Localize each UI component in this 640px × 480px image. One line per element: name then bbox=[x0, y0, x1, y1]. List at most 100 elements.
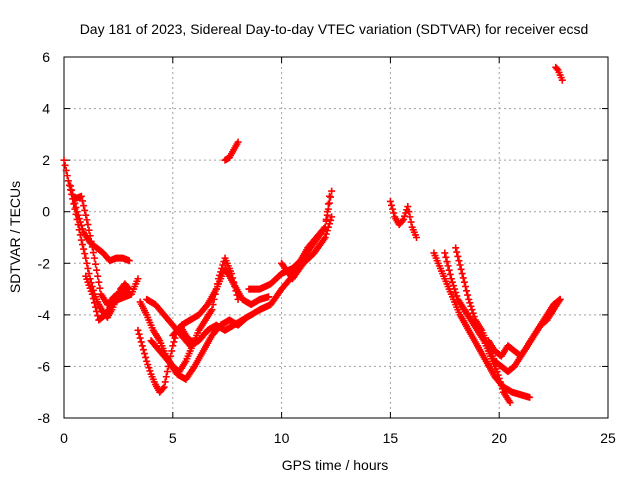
data-point-marker bbox=[405, 208, 413, 216]
data-point-marker bbox=[324, 223, 332, 231]
data-point-marker bbox=[407, 218, 415, 226]
data-point-marker bbox=[160, 383, 168, 391]
y-tick-label: -6 bbox=[38, 358, 51, 374]
data-point-marker bbox=[442, 253, 450, 261]
data-point-marker bbox=[67, 182, 75, 190]
data-point-marker bbox=[321, 234, 329, 241]
data-point-marker bbox=[390, 209, 398, 217]
data-point-marker bbox=[458, 270, 466, 278]
data-point-marker bbox=[447, 275, 455, 283]
y-tick-label: -2 bbox=[38, 255, 51, 271]
data-point-marker bbox=[78, 197, 86, 205]
data-point-marker bbox=[234, 138, 242, 146]
data-point-marker bbox=[325, 220, 333, 228]
data-point-marker bbox=[169, 342, 177, 350]
data-point-marker bbox=[92, 303, 100, 311]
y-tick-label: -4 bbox=[38, 307, 51, 323]
data-point-marker bbox=[170, 338, 178, 346]
data-point-marker bbox=[81, 250, 89, 258]
axis-ticks bbox=[63, 56, 609, 419]
data-point-marker bbox=[498, 385, 506, 393]
data-point-marker bbox=[465, 295, 473, 303]
x-tick-label: 25 bbox=[600, 430, 616, 446]
data-point-marker bbox=[142, 353, 150, 361]
data-point-marker bbox=[243, 313, 251, 321]
data-point-marker bbox=[454, 252, 462, 260]
data-point-marker bbox=[452, 244, 460, 252]
data-point-marker bbox=[82, 211, 90, 219]
data-point-marker bbox=[464, 291, 472, 299]
data-point-marker bbox=[453, 292, 461, 300]
data-point-marker bbox=[208, 306, 216, 314]
data-point-marker bbox=[493, 368, 501, 376]
data-point-marker bbox=[558, 76, 566, 84]
data-point-marker bbox=[323, 211, 331, 219]
data-point-marker bbox=[62, 166, 70, 174]
data-point-marker bbox=[327, 216, 335, 224]
data-point-marker bbox=[163, 368, 171, 376]
x-tick-label: 5 bbox=[169, 430, 177, 446]
data-point-marker bbox=[68, 186, 76, 194]
data-point-marker bbox=[404, 203, 412, 211]
data-point-marker bbox=[242, 314, 250, 322]
data-point-marker bbox=[445, 266, 453, 274]
y-tick-label: 0 bbox=[42, 204, 50, 220]
data-point-marker bbox=[526, 393, 534, 401]
data-point-marker bbox=[77, 192, 85, 200]
data-point-marker bbox=[125, 257, 133, 265]
data-point-marker bbox=[95, 278, 103, 286]
data-point-marker bbox=[61, 161, 69, 169]
data-point-marker bbox=[136, 334, 144, 342]
x-tick-label: 20 bbox=[491, 430, 507, 446]
data-point-marker bbox=[325, 199, 333, 207]
data-point-marker bbox=[96, 284, 104, 292]
data-point-marker bbox=[456, 261, 464, 269]
data-point-marker bbox=[460, 278, 468, 286]
data-point-marker bbox=[78, 225, 86, 233]
data-point-marker bbox=[83, 216, 91, 224]
data-point-marker bbox=[85, 226, 93, 234]
x-tick-label: 10 bbox=[274, 430, 290, 446]
data-point-marker bbox=[80, 202, 88, 210]
y-axis-label: SDTVAR / TECUs bbox=[7, 181, 23, 293]
x-tick-label: 0 bbox=[60, 430, 68, 446]
data-point-marker bbox=[167, 352, 175, 360]
data-point-marker bbox=[322, 230, 330, 238]
data-point-marker bbox=[323, 227, 331, 235]
y-tick-label: 4 bbox=[42, 101, 50, 117]
data-point-marker bbox=[90, 299, 98, 307]
data-point-marker bbox=[413, 234, 421, 241]
data-point-marker bbox=[145, 364, 153, 372]
data-point-marker bbox=[88, 290, 96, 298]
data-point-marker bbox=[461, 282, 469, 290]
data-point-marker bbox=[168, 347, 176, 355]
data-point-marker bbox=[328, 187, 336, 195]
data-point-marker bbox=[63, 172, 71, 180]
data-point-marker bbox=[134, 326, 142, 334]
data-point-marker bbox=[452, 289, 460, 297]
data-point-marker bbox=[78, 241, 86, 249]
data-point-marker bbox=[88, 243, 96, 251]
x-tick-label: 15 bbox=[383, 430, 399, 446]
data-point-marker bbox=[81, 206, 89, 214]
data-point-marker bbox=[143, 357, 151, 365]
data-point-marker bbox=[75, 215, 83, 223]
data-point-marker bbox=[93, 307, 101, 315]
data-point-marker bbox=[93, 266, 101, 274]
data-point-marker bbox=[77, 236, 85, 244]
data-point-marker bbox=[74, 211, 82, 219]
x-axis-label: GPS time / hours bbox=[282, 457, 389, 473]
grid-lines bbox=[64, 57, 608, 418]
data-point-marker bbox=[328, 213, 336, 221]
data-point-marker bbox=[265, 293, 273, 301]
data-point-marker bbox=[398, 217, 406, 225]
data-point-marker bbox=[466, 299, 474, 307]
y-tick-labels: -8 -6 -4 -2 0 2 4 6 bbox=[38, 49, 51, 426]
data-point-marker bbox=[94, 272, 102, 280]
data-point-marker bbox=[141, 350, 149, 358]
data-point-marker bbox=[144, 360, 152, 368]
data-point-marker bbox=[139, 346, 147, 354]
data-point-marker bbox=[138, 342, 146, 350]
data-point-marker bbox=[86, 232, 94, 240]
